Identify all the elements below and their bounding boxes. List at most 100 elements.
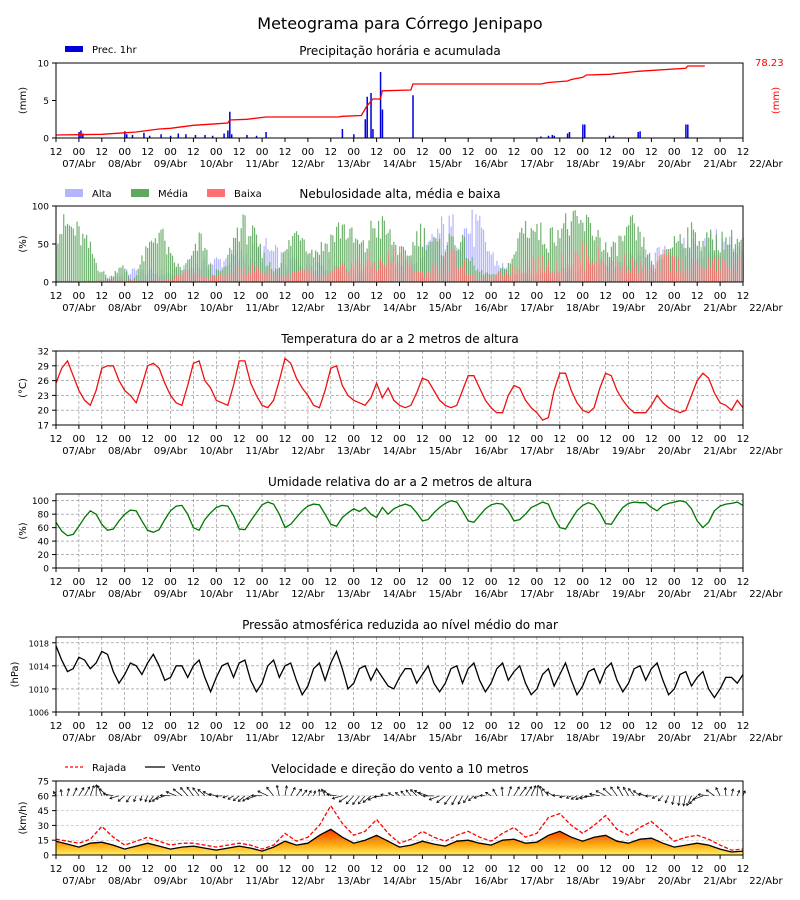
precip-bar xyxy=(582,124,584,138)
x-date-label: 18/Abr xyxy=(566,733,600,744)
x-date-label: 19/Abr xyxy=(612,303,646,314)
x-date-label: 10/Abr xyxy=(200,589,234,600)
cloud-high-bar xyxy=(475,214,477,282)
cloud-low-bar xyxy=(542,255,544,282)
x-date-label: 15/Abr xyxy=(429,876,463,887)
cloud-low-bar xyxy=(671,255,674,282)
wind-arrow xyxy=(103,793,114,797)
cloud-low-bar xyxy=(166,279,168,282)
x-tick-label: 12 xyxy=(508,577,521,588)
cloud-low-bar xyxy=(324,275,326,282)
cloud-mid-bar xyxy=(591,235,593,282)
precip-bar xyxy=(553,135,555,138)
cloud-low-bar xyxy=(381,262,384,282)
x-tick-label: 12 xyxy=(737,721,750,732)
cloud-mid-bar xyxy=(107,278,109,282)
panel-title: Nebulosidade alta, média e baixa xyxy=(299,187,500,201)
x-tick-label: 12 xyxy=(370,147,383,158)
x-tick-label: 12 xyxy=(141,864,154,875)
x-tick-label: 12 xyxy=(187,434,200,445)
cloud-mid-bar xyxy=(253,227,256,282)
cloud-mid-bar xyxy=(57,243,59,282)
cloud-low-bar xyxy=(158,279,160,282)
cloud-low-bar xyxy=(95,280,97,282)
x-date-label: 13/Abr xyxy=(337,159,371,170)
cloud-low-bar xyxy=(456,265,458,282)
cloud-low-bar xyxy=(473,274,475,282)
wind-arrow xyxy=(692,795,704,800)
cloud-low-bar xyxy=(629,272,632,282)
cloud-low-bar xyxy=(208,280,210,282)
x-tick-label: 00 xyxy=(302,577,315,588)
wind-line xyxy=(55,828,744,853)
cloud-low-bar xyxy=(494,277,496,282)
cloud-mid-bar xyxy=(685,248,687,282)
x-date-label: 21/Abr xyxy=(703,733,737,744)
cloud-mid-bar xyxy=(152,242,155,282)
y-tick-label: 15 xyxy=(38,837,49,847)
cloud-mid-bar xyxy=(252,225,254,282)
x-date-label: 09/Abr xyxy=(154,159,188,170)
x-tick-label: 00 xyxy=(302,434,315,445)
cloud-low-bar xyxy=(141,280,143,282)
wind-arrow xyxy=(148,795,154,803)
cloud-mid-bar xyxy=(339,238,342,282)
cloud-mid-bar xyxy=(587,217,590,282)
wind-arrowhead xyxy=(144,799,148,803)
x-date-label: 21/Abr xyxy=(703,876,737,887)
x-tick-label: 12 xyxy=(553,434,566,445)
wind-arrowhead xyxy=(602,787,606,791)
cloud-low-bar xyxy=(454,252,456,282)
x-tick-label: 00 xyxy=(347,864,360,875)
precip-bar xyxy=(366,96,368,138)
wind-arrowhead xyxy=(595,790,599,794)
x-date-label: 09/Abr xyxy=(154,446,188,457)
cloud-high-bar xyxy=(484,241,487,282)
x-tick-label: 12 xyxy=(737,147,750,158)
cloud-mid-bar xyxy=(316,252,319,282)
cloud-low-bar xyxy=(269,268,271,282)
cloud-high-bar xyxy=(465,228,467,282)
x-tick-label: 00 xyxy=(256,434,269,445)
cloud-low-bar xyxy=(450,251,452,282)
precip-bar xyxy=(566,133,569,138)
cloud-low-bar xyxy=(488,275,490,282)
precip-bar xyxy=(584,124,586,138)
precip-bar xyxy=(265,132,267,138)
cloud-low-bar xyxy=(345,271,347,282)
cloud-mid-bar xyxy=(418,246,420,282)
x-date-label: 18/Abr xyxy=(566,159,600,170)
x-tick-label: 00 xyxy=(164,147,177,158)
cloud-low-bar xyxy=(475,280,477,282)
x-tick-label: 00 xyxy=(485,864,498,875)
cloud-low-bar xyxy=(439,264,441,282)
x-date-label: 15/Abr xyxy=(429,589,463,600)
x-tick-label: 00 xyxy=(622,147,635,158)
cloud-low-bar xyxy=(177,274,179,282)
cloud-low-bar xyxy=(328,273,330,282)
wind-arrowhead xyxy=(250,794,254,798)
x-tick-label: 12 xyxy=(50,291,63,302)
cloud-low-bar xyxy=(211,276,214,282)
cloud-low-bar xyxy=(574,251,576,282)
wind-arrowhead xyxy=(215,794,219,798)
cloud-mid-bar xyxy=(589,223,592,282)
x-date-label: 12/Abr xyxy=(291,446,325,457)
wind-arrowhead xyxy=(304,789,308,793)
cloud-low-bar xyxy=(355,260,357,282)
cloud-mid-bar xyxy=(257,246,259,282)
x-tick-label: 12 xyxy=(508,434,521,445)
cloud-low-bar xyxy=(351,262,353,282)
wind-arrow xyxy=(238,795,246,802)
x-tick-label: 12 xyxy=(324,577,337,588)
cloud-mid-bar xyxy=(467,258,469,282)
cloud-low-bar xyxy=(408,265,410,282)
wind-arrow xyxy=(686,795,692,806)
cloud-low-bar xyxy=(433,270,435,282)
precip-bar xyxy=(229,111,231,138)
panel-title: Umidade relativa do ar a 2 metros de alt… xyxy=(268,475,532,489)
cloud-low-bar xyxy=(553,274,555,282)
x-date-label: 14/Abr xyxy=(383,589,417,600)
cloud-low-bar xyxy=(580,260,582,282)
x-tick-label: 12 xyxy=(279,864,292,875)
